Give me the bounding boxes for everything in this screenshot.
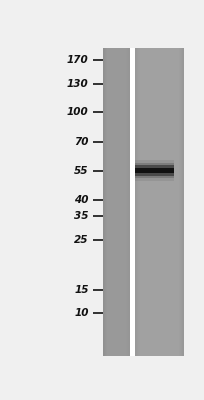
Bar: [110, 48, 111, 356]
Bar: [115, 48, 116, 356]
Text: 55: 55: [74, 166, 89, 176]
Bar: [138, 48, 139, 356]
Bar: [181, 48, 182, 356]
Bar: [155, 48, 156, 356]
Bar: [153, 48, 154, 356]
Text: 15: 15: [74, 285, 89, 295]
Text: 10: 10: [74, 308, 89, 318]
Text: 25: 25: [74, 235, 89, 245]
Bar: [121, 48, 122, 356]
Bar: [178, 48, 179, 356]
Bar: [125, 48, 126, 356]
Bar: [119, 48, 120, 356]
Bar: [114, 48, 115, 356]
Bar: [129, 48, 130, 356]
Bar: [165, 48, 166, 356]
Bar: [172, 48, 173, 356]
Bar: [168, 48, 169, 356]
Bar: [142, 48, 143, 356]
Bar: [152, 48, 153, 356]
Bar: [107, 48, 108, 356]
Bar: [126, 48, 127, 356]
Bar: [130, 48, 135, 356]
Bar: [171, 48, 172, 356]
Text: 40: 40: [74, 194, 89, 204]
Bar: [154, 48, 155, 356]
Text: 100: 100: [67, 107, 89, 117]
Bar: [143, 48, 144, 356]
Bar: [136, 48, 137, 356]
Bar: [163, 48, 164, 356]
Bar: [146, 48, 147, 356]
Bar: [159, 48, 160, 356]
Bar: [124, 48, 125, 356]
Bar: [170, 48, 171, 356]
Bar: [135, 160, 174, 181]
Bar: [176, 48, 177, 356]
Bar: [128, 48, 129, 356]
Bar: [160, 48, 161, 356]
Bar: [105, 48, 106, 356]
Bar: [166, 48, 167, 356]
Bar: [147, 48, 148, 356]
Bar: [164, 48, 165, 356]
Bar: [109, 48, 110, 356]
Text: 130: 130: [67, 79, 89, 89]
Bar: [112, 48, 113, 356]
Bar: [118, 48, 119, 356]
Bar: [177, 48, 178, 356]
Bar: [167, 48, 168, 356]
Bar: [106, 48, 107, 356]
Bar: [158, 48, 159, 356]
Bar: [139, 48, 140, 356]
Bar: [104, 48, 105, 356]
Bar: [150, 48, 151, 356]
Bar: [127, 48, 128, 356]
Bar: [173, 48, 174, 356]
Text: 70: 70: [74, 137, 89, 147]
Bar: [174, 48, 175, 356]
Bar: [144, 48, 145, 356]
Bar: [149, 48, 150, 356]
Bar: [156, 48, 157, 356]
Bar: [141, 48, 142, 356]
Bar: [183, 48, 184, 356]
Text: 170: 170: [67, 55, 89, 65]
Bar: [151, 48, 152, 356]
Bar: [135, 163, 174, 178]
Bar: [137, 48, 138, 356]
Bar: [157, 48, 158, 356]
Bar: [123, 48, 124, 356]
Bar: [182, 48, 183, 356]
Bar: [135, 168, 174, 173]
Bar: [135, 48, 136, 356]
Bar: [179, 48, 180, 356]
Bar: [113, 48, 114, 356]
Bar: [169, 48, 170, 356]
Bar: [120, 48, 121, 356]
Bar: [108, 48, 109, 356]
Bar: [103, 48, 104, 356]
Bar: [140, 48, 141, 356]
Bar: [162, 48, 163, 356]
Bar: [180, 48, 181, 356]
Text: 35: 35: [74, 211, 89, 221]
Bar: [161, 48, 162, 356]
Bar: [148, 48, 149, 356]
Bar: [117, 48, 118, 356]
Bar: [145, 48, 146, 356]
Bar: [175, 48, 176, 356]
Bar: [116, 48, 117, 356]
Bar: [135, 165, 174, 176]
Bar: [111, 48, 112, 356]
Bar: [122, 48, 123, 356]
